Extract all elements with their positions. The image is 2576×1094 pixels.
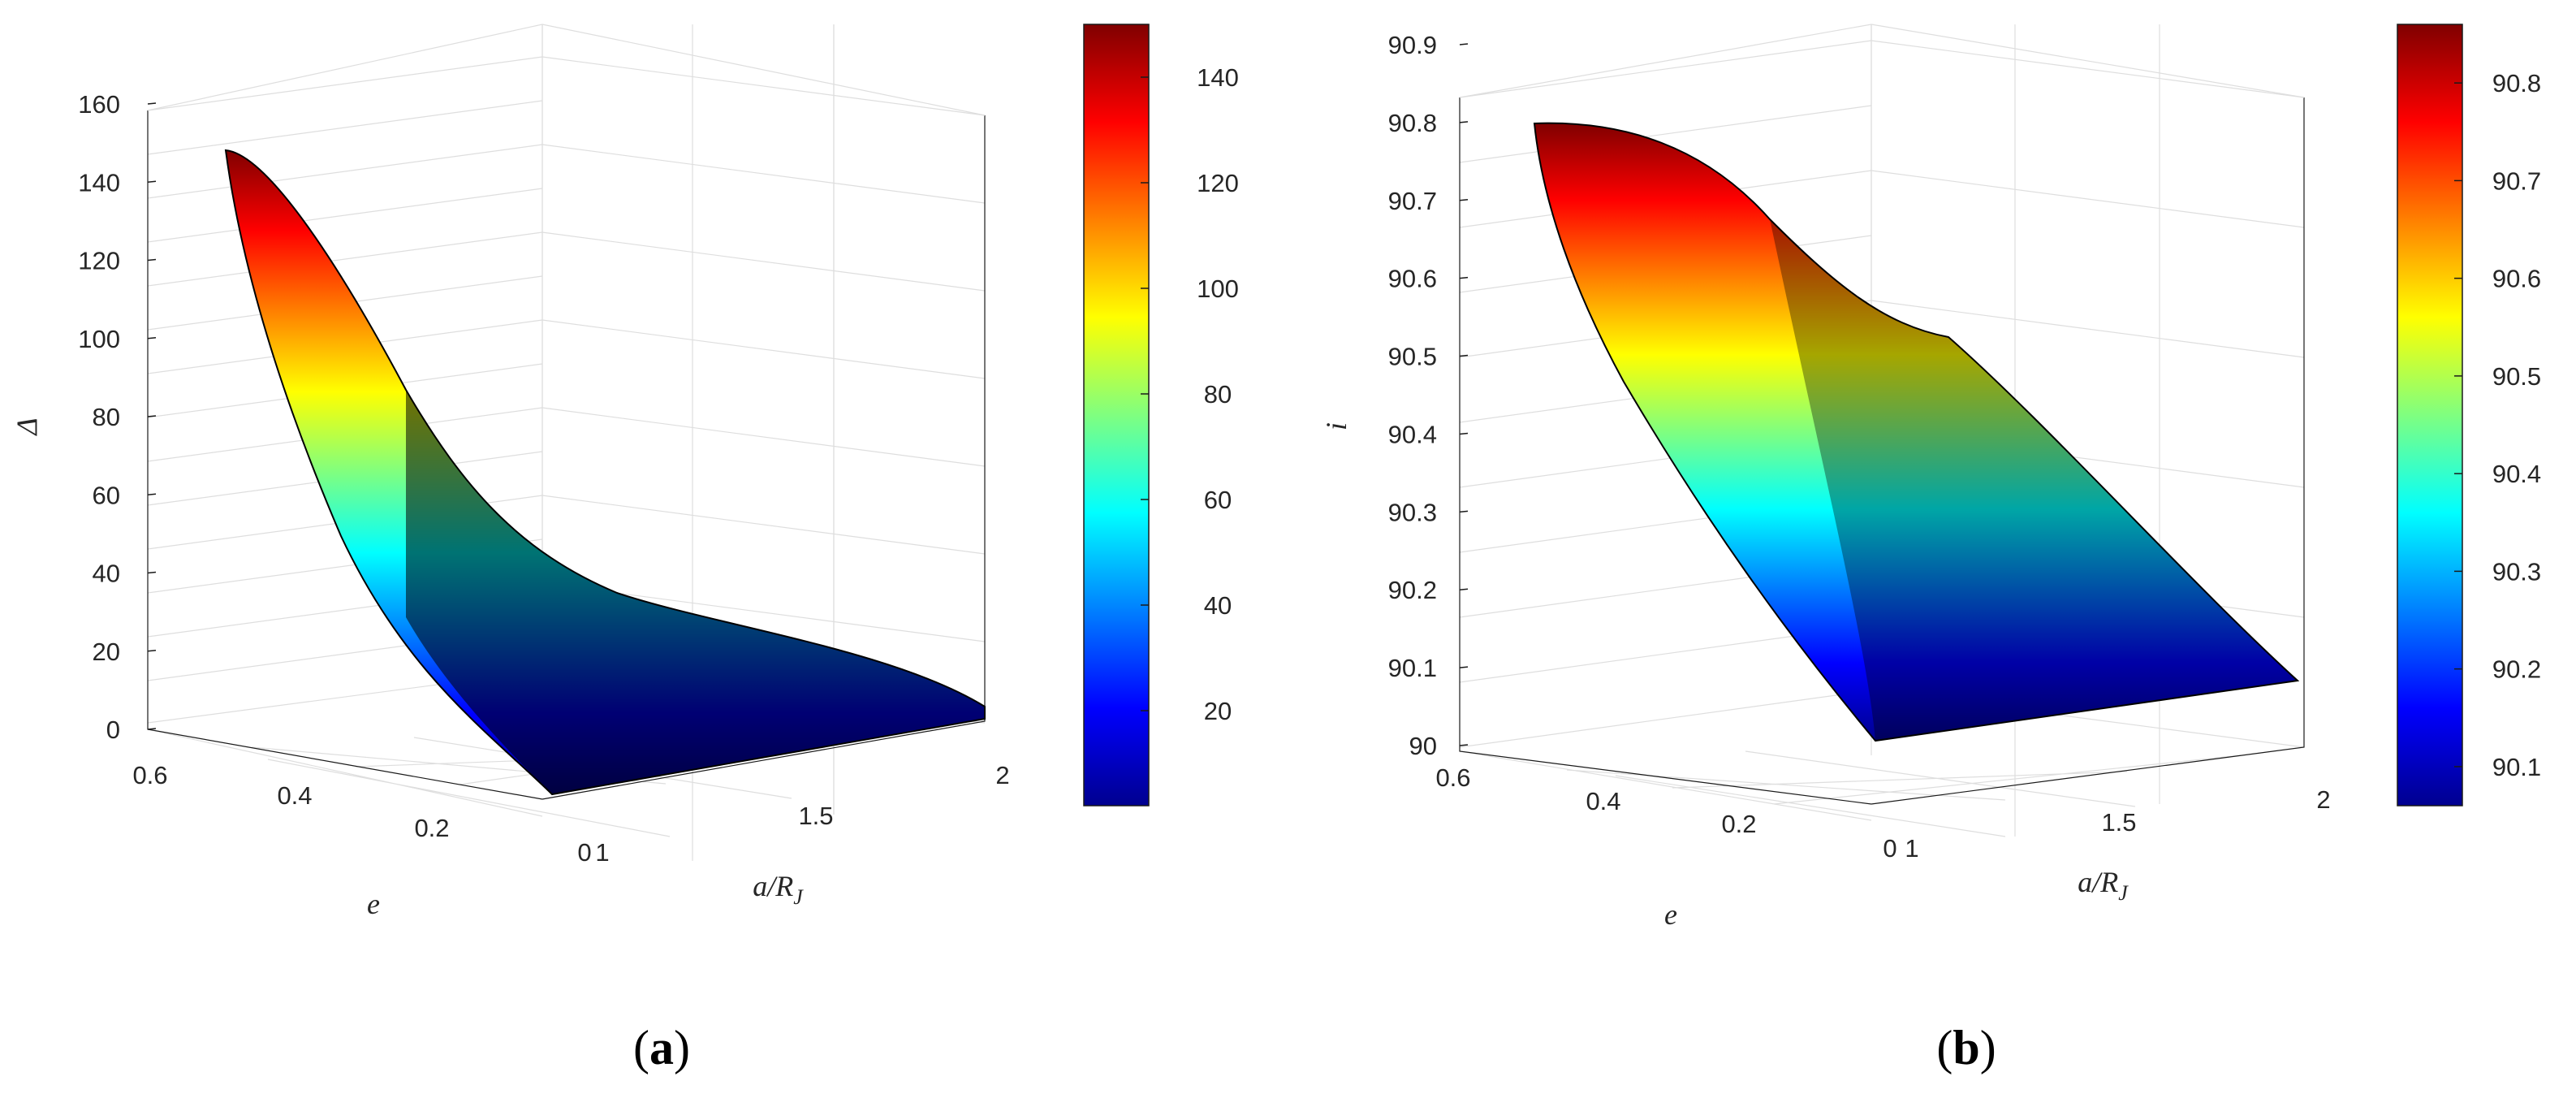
z-tick-label: 120 [78,247,120,275]
panel-b-x-ticks: 11.52 [1905,785,2330,863]
colorbar-tick-label: 90.5 [2492,362,2541,391]
z-tick-label: 90.8 [1388,109,1437,137]
z-tick-mark [1459,121,1469,123]
panel-b-surface-shade [1770,219,2298,741]
panel-a-surface [224,149,986,796]
z-tick-mark [1459,588,1469,590]
z-tick-mark [147,493,157,495]
panel-b-colorbar [2397,24,2463,806]
panel-b-z-ticks: 90 90.1 90.2 90.3 90.4 90.5 90.6 90.7 90.8 90.9 [1388,31,1469,760]
y-tick-label: 0.6 [1435,763,1470,792]
x-tick-label: 2 [995,761,1009,789]
z-tick-mark [1459,276,1469,279]
colorbar-tick-label: 20 [1204,697,1232,725]
z-tick-mark [1459,432,1469,435]
z-tick-label: 40 [93,560,120,588]
colorbar-tick-label: 90.1 [2492,753,2541,781]
colorbar-tick-label: 60 [1204,486,1232,514]
z-tick-label: 100 [78,325,120,353]
z-tick-label: 90.9 [1388,31,1437,59]
panel-a-y-ticks: 0 0.2 0.4 0.6 [132,761,591,867]
colorbar-tick-label: 90.3 [2492,557,2541,586]
z-tick-label: 80 [93,403,120,431]
z-tick-label: 20 [93,638,120,666]
z-tick-label: 160 [78,90,120,119]
panel-a-x-label: a/RJ [753,870,804,909]
z-tick-label: 0 [106,716,120,744]
z-tick-mark [1459,354,1469,357]
y-tick-label: 0 [1883,834,1896,863]
colorbar-tick-label: 80 [1204,380,1232,409]
z-tick-mark [1459,199,1469,201]
panel-b-y-ticks: 0 0.2 0.4 0.6 [1435,763,1896,863]
panel-a-z-ticks: 0 20 40 60 80 100 120 140 160 [78,90,157,744]
colorbar-tick-label: 100 [1197,275,1239,303]
colorbar-tick-label: 140 [1197,63,1239,92]
colorbar-tick-label: 90.7 [2492,166,2541,195]
z-tick-label: 90.1 [1388,654,1437,682]
x-tick-label: 2 [2316,785,2330,814]
z-tick-mark [1459,744,1469,746]
panel-a-z-label: Δ [11,417,43,436]
z-tick-mark [147,258,157,262]
z-tick-label: 90.5 [1388,343,1437,371]
y-tick-label: 0.6 [132,761,167,789]
panel-b-z-label: i [1320,422,1353,430]
panel-b-label: (b) [1936,1021,1996,1075]
z-tick-label: 90.4 [1388,420,1437,448]
z-tick-label: 90.2 [1388,576,1437,604]
y-tick-label: 0 [577,838,591,867]
y-tick-label: 0.4 [1586,787,1620,815]
z-tick-label: 90 [1409,732,1437,760]
z-tick-label: 90.7 [1388,187,1437,215]
panel-a-y-label: e [367,888,380,920]
panel-a-surface-shade [406,390,985,794]
y-tick-label: 0.2 [414,814,449,842]
x-tick-label: 1.5 [2101,808,2136,837]
z-tick-label: 60 [93,481,120,509]
panel-b-colorbar-ticks: 90.1 90.2 90.3 90.4 90.5 90.6 90.7 90.8 [2454,69,2541,781]
y-tick-label: 0.4 [277,781,312,810]
z-tick-mark [1459,43,1469,45]
y-tick-label: 0.2 [1721,810,1756,838]
panel-a-label: (a) [633,1021,690,1075]
z-tick-mark [147,337,157,339]
z-tick-mark [1459,666,1469,668]
colorbar-tick-label: 90.2 [2492,655,2541,684]
panel-b: 90 90.1 90.2 90.3 90.4 90.5 90.6 90.7 90.8 90.9 i… [1320,24,2541,1075]
x-tick-label: 1 [1905,834,1918,863]
x-tick-label: 1 [595,838,609,867]
x-tick-label: 1.5 [798,802,833,830]
z-tick-label: 140 [78,168,120,197]
colorbar-tick-label: 120 [1197,169,1239,197]
panel-a-x-ticks: 11.52 [595,761,1009,867]
z-tick-mark [147,415,157,417]
panel-b-surface [1533,122,2300,742]
panel-a-colorbar [1083,24,1150,806]
z-tick-mark [147,102,157,105]
z-tick-label: 90.6 [1388,265,1437,293]
z-tick-label: 90.3 [1388,498,1437,526]
z-tick-mark [1459,510,1469,513]
colorbar-tick-label: 90.8 [2492,69,2541,97]
colorbar-tick-label: 90.4 [2492,460,2541,488]
z-tick-mark [147,180,157,183]
panel-b-y-label: e [1664,898,1677,931]
colorbar-tick-label: 40 [1204,591,1232,620]
colorbar-tick-label: 90.6 [2492,265,2541,293]
panel-a-colorbar-ticks: 20 40 60 80 100 120 140 [1141,63,1239,725]
panel-b-x-label: a/RJ [2078,866,2129,905]
